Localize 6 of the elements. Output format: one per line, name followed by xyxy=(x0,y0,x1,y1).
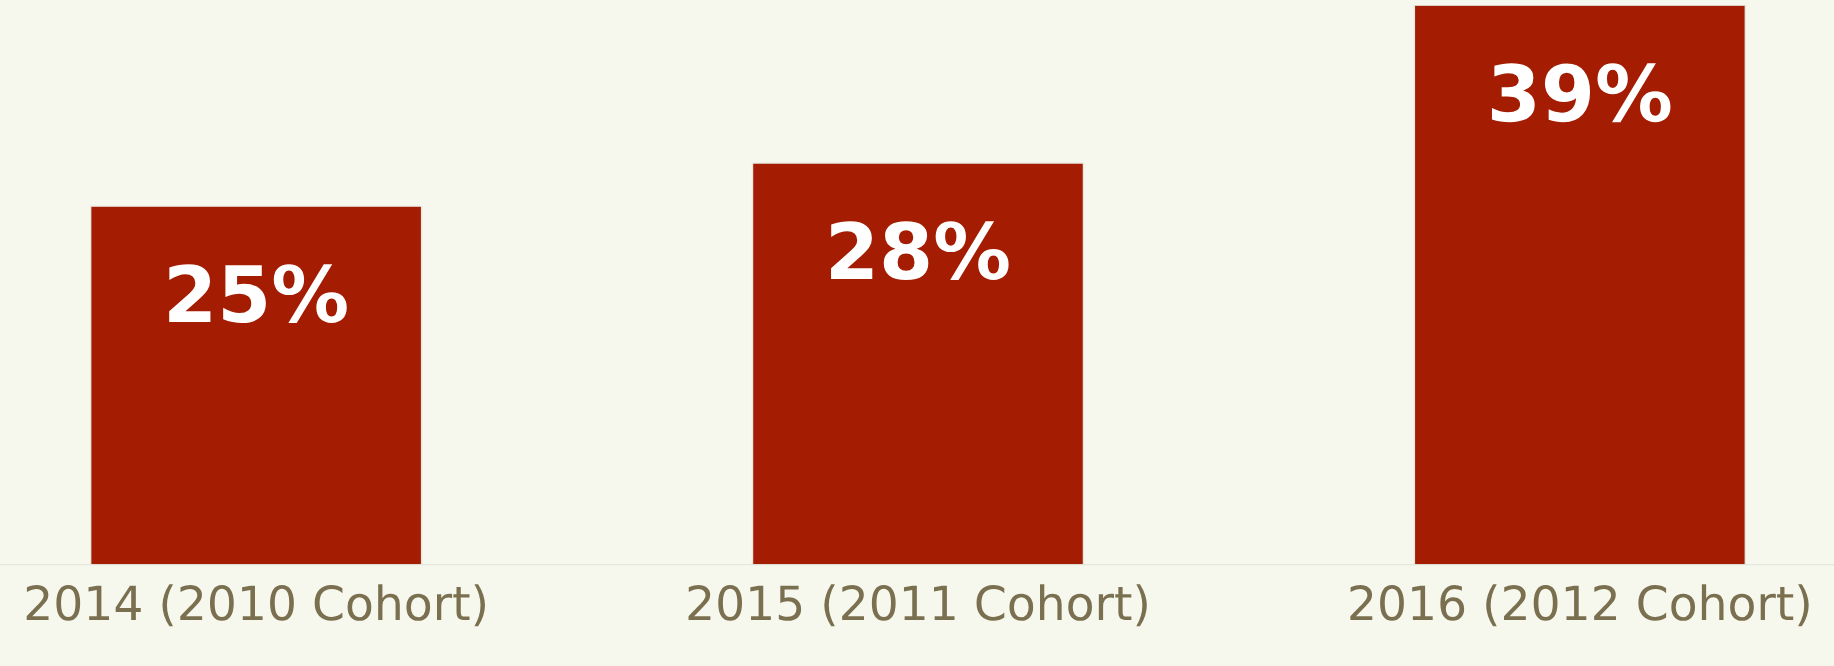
x-tick-label: 2014 (2010 Cohort) xyxy=(26,584,485,627)
data-label: 39% xyxy=(1491,63,1671,123)
x-tick-label: 2016 (2012 Cohort) xyxy=(1350,584,1809,627)
data-label: 28% xyxy=(831,221,1009,280)
x-tick-label: 2015 (2011 Cohort) xyxy=(688,584,1147,627)
data-label: 25% xyxy=(169,264,347,324)
